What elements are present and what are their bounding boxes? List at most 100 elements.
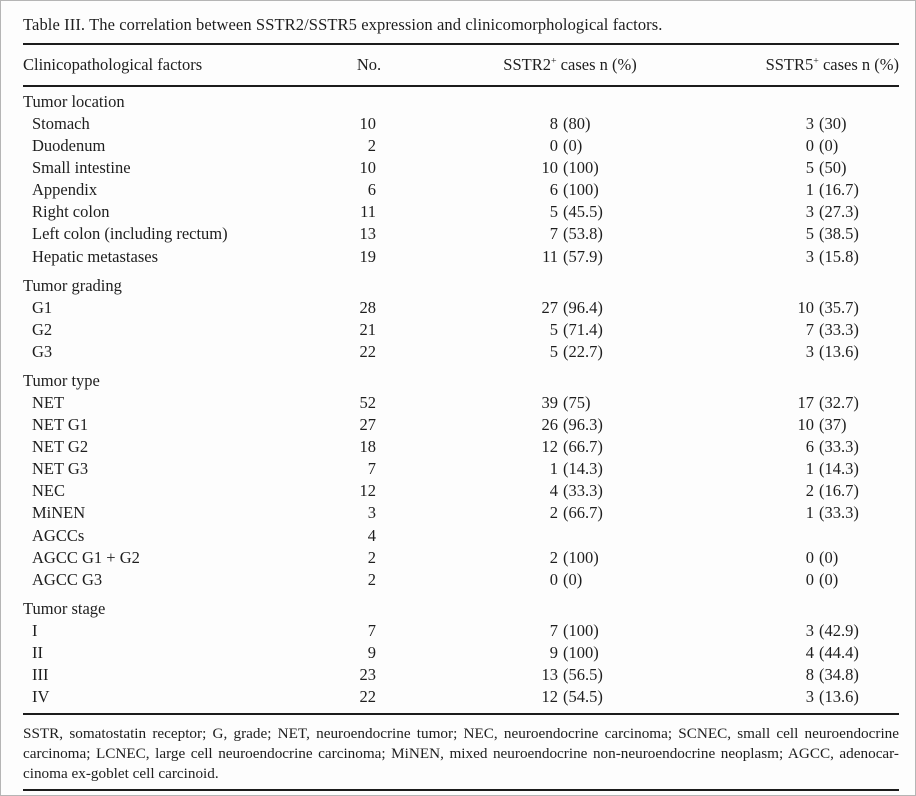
- sstr5-percent-cell: (34.8): [819, 664, 859, 684]
- sstr2-percent-cell: (80): [563, 114, 591, 133]
- sstr5-count-cell: 1: [805, 503, 814, 523]
- no-cell: 12: [359, 481, 377, 501]
- factor-cell: G1: [32, 297, 53, 317]
- col-header-sstr2: SSTR2+ cases n (%): [503, 45, 636, 85]
- no-cell: 21: [359, 319, 377, 339]
- sstr5-percent-cell: (38.5): [819, 224, 859, 244]
- table-footnote: SSTR, somatostatin receptor; G, grade; N…: [23, 715, 899, 784]
- sstr5-count-cell: 3: [805, 246, 814, 266]
- table-row: Duodenum 2 0 (0) 0 (0): [23, 135, 899, 157]
- table-row: G2 21 5 (71.4) 7 (33.3): [23, 319, 899, 341]
- sstr5-percent-cell: (33.3): [819, 503, 859, 523]
- footnote-line: cinoma ex-goblet cell carcinoid.: [23, 765, 219, 783]
- sstr2-count-cell: 39: [541, 392, 559, 412]
- table-title: Table III. The correlation between SSTR2…: [23, 15, 663, 34]
- factor-cell: Small intestine: [32, 158, 131, 178]
- divider-header: [23, 85, 899, 87]
- sstr2-count-cell: 9: [549, 642, 558, 662]
- table-header-row: Clinicopathological factors No. SSTR2+ c…: [23, 45, 899, 85]
- table-body: Tumor location Stomach 10 8 (80) 3 (30) …: [23, 87, 899, 708]
- section-header-row: Tumor grading: [23, 274, 899, 297]
- sstr2-percent-cell: (54.5): [563, 687, 603, 707]
- sstr2-count-cell: 26: [541, 415, 559, 435]
- no-cell: 22: [359, 687, 377, 707]
- footnote-line: carcinoma; LCNEC, large cell neuroendocr…: [23, 745, 899, 763]
- no-cell: 10: [359, 158, 377, 178]
- sstr2-count-cell: 5: [549, 202, 558, 222]
- sstr5-percent-cell: (35.7): [819, 297, 859, 317]
- sstr2-percent-cell: (75): [563, 392, 591, 412]
- sstr2-label-rest: cases n (%): [556, 55, 637, 74]
- table-row: G3 22 5 (22.7) 3 (13.6): [23, 341, 899, 363]
- factor-cell: NET: [32, 392, 65, 412]
- sstr2-percent-cell: (14.3): [563, 459, 603, 479]
- factor-cell: II: [32, 642, 43, 662]
- section-label: Tumor grading: [23, 275, 122, 295]
- sstr5-count-cell: 3: [805, 620, 814, 640]
- sstr5-count-cell: 4: [805, 642, 814, 662]
- no-cell: 18: [359, 437, 377, 457]
- sstr2-label: SSTR2: [503, 55, 551, 74]
- no-cell: 6: [367, 180, 376, 200]
- no-cell: 4: [367, 525, 376, 545]
- no-cell: 7: [367, 620, 376, 640]
- sstr5-count-cell: 2: [805, 481, 814, 501]
- factor-cell: III: [32, 664, 49, 684]
- sstr2-percent-cell: (100): [563, 642, 599, 662]
- sstr2-count-cell: 13: [541, 664, 559, 684]
- sstr5-count-cell: 3: [805, 114, 814, 133]
- sstr5-percent-cell: (50): [819, 158, 847, 178]
- section-label: Tumor type: [23, 370, 100, 390]
- sstr5-percent-cell: [814, 525, 899, 547]
- no-cell: 27: [359, 415, 377, 435]
- no-cell: 2: [367, 547, 376, 567]
- table-row: MiNEN 3 2 (66.7) 1 (33.3): [23, 502, 899, 524]
- sstr2-count-cell: 11: [542, 246, 558, 266]
- sstr2-percent-cell: (0): [563, 136, 583, 156]
- table-row: II 9 9 (100) 4 (44.4): [23, 642, 899, 664]
- factor-cell: AGCCs: [32, 525, 85, 545]
- table-row: NET 52 39 (75) 17 (32.7): [23, 392, 899, 414]
- footnote-line: SSTR, somatostatin receptor; G, grade; N…: [23, 725, 899, 743]
- sstr5-percent-cell: (13.6): [819, 687, 859, 707]
- col-header-no: No.: [356, 55, 382, 74]
- section-label: Tumor stage: [23, 598, 106, 618]
- sstr2-superscript-plus: +: [550, 55, 557, 67]
- table-row: G1 28 27 (96.4) 10 (35.7): [23, 297, 899, 319]
- sstr2-count-cell: 0: [549, 569, 558, 589]
- sstr5-count-cell: 3: [805, 687, 814, 707]
- no-cell: 9: [367, 642, 376, 662]
- no-cell: 19: [359, 246, 377, 266]
- sstr2-count-cell: 4: [549, 481, 558, 501]
- col-header-factors: Clinicopathological factors: [23, 55, 203, 74]
- sstr5-percent-cell: (27.3): [819, 202, 859, 222]
- factor-cell: Duodenum: [32, 136, 106, 156]
- no-cell: 2: [367, 136, 376, 156]
- sstr2-count-cell: 8: [549, 114, 558, 133]
- sstr5-percent-cell: (16.7): [819, 180, 859, 200]
- sstr2-count-cell: 12: [541, 437, 559, 457]
- sstr5-count-cell: [663, 525, 814, 547]
- sstr2-percent-cell: (22.7): [563, 341, 603, 361]
- sstr5-percent-cell: (13.6): [819, 341, 859, 361]
- no-cell: 28: [359, 297, 377, 317]
- factor-cell: IV: [32, 687, 50, 707]
- section-header-row: Tumor location: [23, 90, 899, 113]
- sstr2-percent-cell: (100): [563, 158, 599, 178]
- sstr5-count-cell: 6: [805, 437, 814, 457]
- sstr2-count-cell: 1: [549, 459, 558, 479]
- factor-cell: AGCC G3: [32, 569, 103, 589]
- factor-cell: NET G3: [32, 459, 89, 479]
- sstr2-percent-cell: (66.7): [563, 437, 603, 457]
- sstr5-percent-cell: (15.8): [819, 246, 859, 266]
- sstr2-percent-cell: [558, 525, 663, 547]
- section-label: Tumor location: [23, 92, 125, 111]
- no-cell: 2: [367, 569, 376, 589]
- no-cell: 10: [359, 114, 377, 133]
- sstr2-count-cell: 5: [549, 319, 558, 339]
- table-row: NET G1 27 26 (96.3) 10 (37): [23, 414, 899, 436]
- sstr2-percent-cell: (0): [563, 569, 583, 589]
- sstr2-count-cell: 10: [541, 158, 559, 178]
- table-row: AGCC G1 + G2 2 2 (100) 0 (0): [23, 547, 899, 569]
